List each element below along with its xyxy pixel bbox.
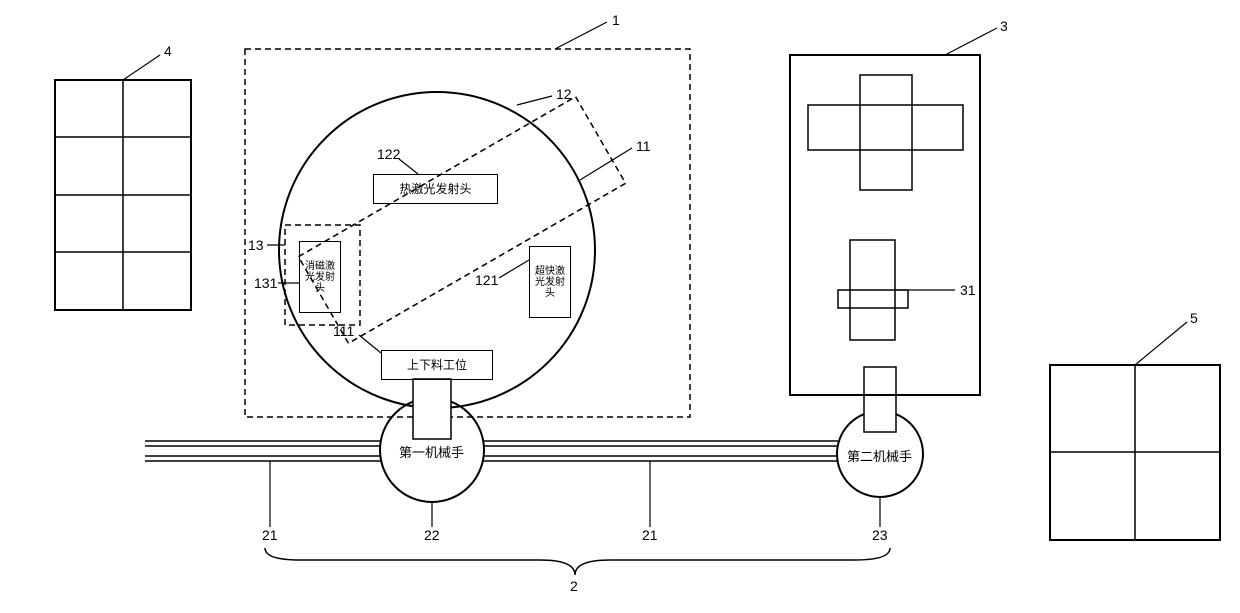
callout-121: 121 <box>475 272 498 288</box>
callout-31: 31 <box>960 282 976 298</box>
callout-23: 23 <box>872 527 888 543</box>
callout-11: 11 <box>636 138 651 154</box>
callout-13: 13 <box>248 237 264 253</box>
callout-21-right: 21 <box>642 527 658 543</box>
ultrafast-laser-head: 超快激光发射头 <box>529 246 571 318</box>
callout-111: 111 <box>333 323 354 339</box>
robot2-label: 第二机械手 <box>847 446 912 465</box>
thermal-laser-head-label: 热激光发射头 <box>397 180 473 198</box>
load-station-label: 上下料工位 <box>405 356 469 374</box>
callout-3: 3 <box>1000 18 1008 34</box>
ultrafast-laser-head-label: 超快激光发射头 <box>530 264 570 301</box>
callout-2: 2 <box>570 578 578 594</box>
callout-22: 22 <box>424 527 440 543</box>
erase-laser-head-label: 消磁激光发射头 <box>300 259 340 296</box>
diagram-lines <box>0 0 1240 613</box>
callout-5: 5 <box>1190 310 1198 326</box>
thermal-laser-head: 热激光发射头 <box>373 174 498 204</box>
callout-131: 131 <box>254 275 277 291</box>
callout-1: 1 <box>612 12 620 28</box>
callout-12: 12 <box>556 86 572 102</box>
robot1-label: 第一机械手 <box>399 442 464 461</box>
callout-122: 122 <box>377 146 400 162</box>
erase-laser-head: 消磁激光发射头 <box>299 241 341 313</box>
callout-21-left: 21 <box>262 527 278 543</box>
callout-4: 4 <box>164 43 172 59</box>
load-station: 上下料工位 <box>381 350 493 380</box>
